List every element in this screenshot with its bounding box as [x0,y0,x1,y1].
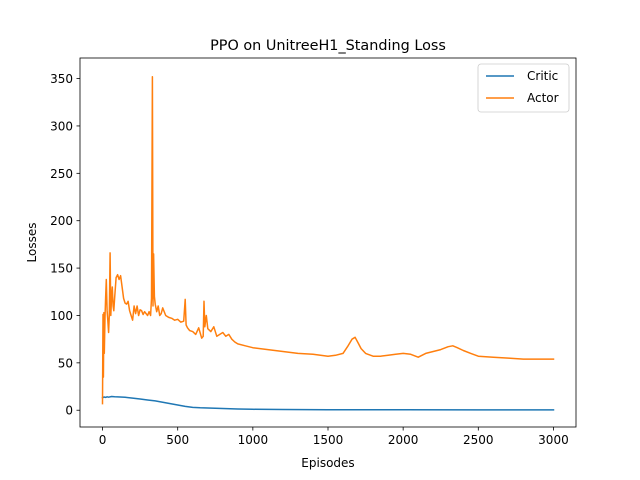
x-tick-label: 3000 [538,433,569,447]
x-axis-title: Episodes [301,456,354,470]
y-tick-label: 250 [50,167,73,181]
y-tick-label: 300 [50,119,73,133]
y-tick-label: 200 [50,214,73,228]
x-tick-label: 2000 [388,433,419,447]
series-layer [101,75,555,411]
y-axis-title: Losses [25,223,39,263]
y-tick-label: 0 [65,404,73,418]
x-tick-label: 1000 [238,433,269,447]
legend: Critic Actor [477,63,570,113]
y-tick-label: 350 [50,72,73,86]
x-axis: 0 500 1000 1500 2000 2500 3000 [99,427,569,447]
x-tick-label: 500 [166,433,189,447]
x-tick-label: 2500 [463,433,494,447]
legend-label-actor: Actor [527,91,559,105]
y-tick-label: 50 [58,356,73,370]
y-tick-label: 100 [50,309,73,323]
legend-label-critic: Critic [527,69,558,83]
y-axis: 0 50 100 150 200 250 300 350 [50,72,80,418]
y-tick-label: 150 [50,262,73,276]
x-tick-label: 1500 [313,433,344,447]
x-tick-label: 0 [99,433,107,447]
chart-title: PPO on UnitreeH1_Standing Loss [210,38,446,54]
series-line-critic [101,395,555,411]
series-line-actor [101,75,555,405]
